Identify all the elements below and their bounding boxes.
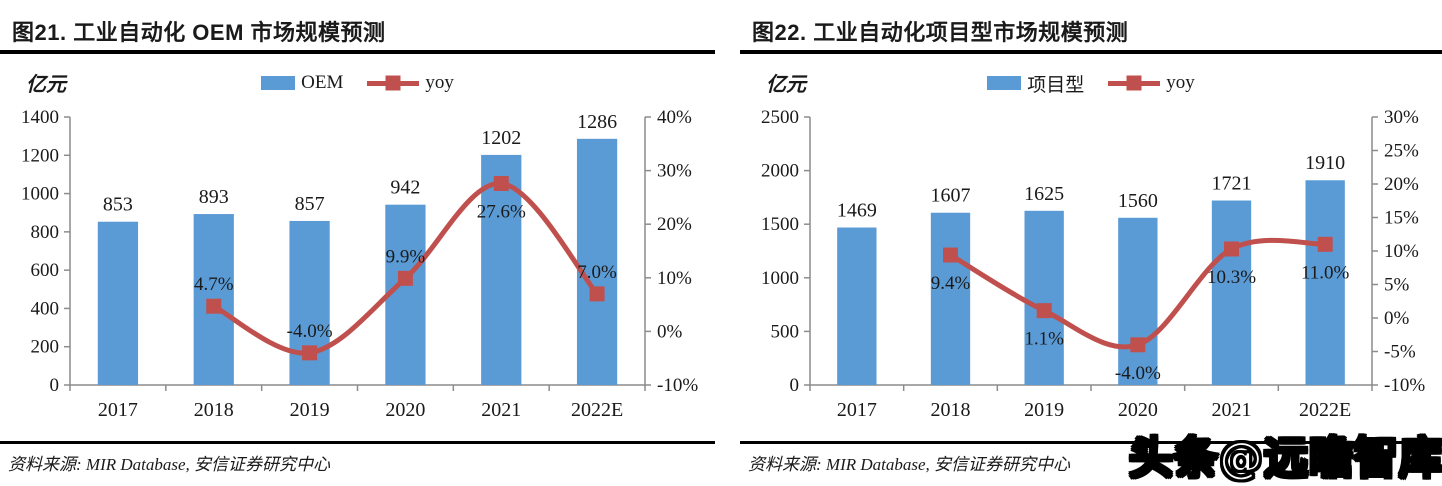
legend: 项目型 yoy	[740, 72, 1442, 96]
svg-text:1910: 1910	[1305, 152, 1345, 174]
svg-text:-4.0%: -4.0%	[1115, 363, 1161, 384]
svg-text:2022E: 2022E	[571, 399, 623, 421]
svg-text:2017: 2017	[837, 399, 877, 421]
svg-text:2020: 2020	[1118, 399, 1158, 421]
svg-text:500: 500	[771, 321, 800, 342]
y-axis-unit-label: 亿元	[26, 74, 66, 96]
svg-text:9.4%: 9.4%	[931, 273, 971, 294]
legend: OEM yoy	[0, 72, 715, 94]
svg-text:10.3%: 10.3%	[1207, 267, 1256, 288]
chart-title: 图21. 工业自动化 OEM 市场规模预测	[12, 20, 386, 45]
svg-text:20%: 20%	[657, 214, 692, 235]
svg-text:15%: 15%	[1384, 208, 1419, 229]
svg-text:1286: 1286	[577, 111, 617, 133]
svg-text:0%: 0%	[657, 321, 683, 342]
legend-line-swatch	[1108, 75, 1161, 91]
svg-text:25%: 25%	[1384, 141, 1419, 162]
svg-text:11.0%: 11.0%	[1301, 262, 1350, 283]
footer-divider	[740, 441, 1442, 444]
svg-text:1.1%: 1.1%	[1024, 329, 1064, 350]
svg-text:942: 942	[390, 177, 420, 199]
svg-text:200: 200	[31, 337, 60, 358]
svg-text:2019: 2019	[1024, 399, 1064, 421]
svg-text:-10%: -10%	[657, 375, 698, 396]
svg-text:800: 800	[31, 222, 60, 243]
svg-text:1200: 1200	[21, 145, 59, 166]
svg-text:1721: 1721	[1212, 173, 1252, 195]
svg-text:2018: 2018	[194, 399, 234, 421]
legend-bar-label: 项目型	[1027, 74, 1085, 96]
y-axis-unit-label: 亿元	[766, 74, 806, 96]
chart-panel-oem: 图21. 工业自动化 OEM 市场规模预测 亿元 OEM yoy 0 200 400…	[0, 0, 715, 486]
svg-text:1500: 1500	[761, 214, 799, 235]
svg-text:1400: 1400	[21, 107, 59, 128]
source-note: 资料来源: MIR Database, 安信证券研究中心	[748, 455, 1071, 474]
svg-text:1607: 1607	[931, 185, 971, 207]
svg-text:27.6%: 27.6%	[477, 201, 526, 222]
svg-text:30%: 30%	[657, 161, 692, 182]
svg-text:2021: 2021	[1212, 399, 1252, 421]
svg-text:893: 893	[199, 186, 229, 208]
svg-text:1625: 1625	[1024, 183, 1064, 205]
svg-text:1000: 1000	[21, 184, 59, 205]
title-underline	[0, 50, 715, 54]
svg-text:2022E: 2022E	[1299, 399, 1351, 421]
source-note: 资料来源: MIR Database, 安信证券研究中心	[8, 455, 331, 474]
svg-text:857: 857	[295, 193, 325, 215]
svg-text:0%: 0%	[1384, 308, 1410, 329]
legend-line-label: yoy	[1166, 72, 1195, 93]
legend-line-label: yoy	[425, 72, 454, 93]
svg-text:1560: 1560	[1118, 190, 1158, 212]
svg-text:40%: 40%	[657, 107, 692, 128]
svg-text:0: 0	[790, 375, 800, 396]
svg-text:4.7%: 4.7%	[194, 274, 234, 295]
svg-text:2018: 2018	[931, 399, 971, 421]
svg-text:2019: 2019	[290, 399, 330, 421]
svg-text:30%: 30%	[1384, 107, 1419, 128]
svg-text:2500: 2500	[761, 107, 799, 128]
legend-line-swatch	[367, 75, 420, 91]
svg-text:10%: 10%	[657, 268, 692, 289]
svg-text:853: 853	[103, 194, 133, 216]
svg-text:-4.0%: -4.0%	[287, 321, 333, 342]
svg-text:9.9%: 9.9%	[386, 246, 426, 267]
legend-line-marker	[385, 75, 401, 91]
svg-text:-10%: -10%	[1384, 375, 1425, 396]
svg-text:1202: 1202	[481, 127, 521, 149]
chart-plot-project: 0 500 1000 1500 2000 2500 -10% -5% 0% 5% 10% 15% 20%…	[761, 107, 1425, 421]
svg-text:10%: 10%	[1384, 241, 1419, 262]
svg-text:2000: 2000	[761, 161, 799, 182]
svg-text:600: 600	[31, 260, 60, 281]
footer-divider	[0, 441, 715, 444]
svg-text:400: 400	[31, 298, 60, 319]
title-underline	[740, 50, 1442, 54]
svg-text:1469: 1469	[837, 200, 877, 222]
svg-text:0: 0	[50, 375, 60, 396]
legend-bar-swatch	[987, 76, 1022, 90]
legend-bar-label: OEM	[301, 72, 344, 93]
svg-text:2020: 2020	[385, 399, 425, 421]
chart-plot-oem: 0 200 400 600 800 1000 1200 1400 -10% 0% 10% 20% 30%…	[21, 107, 698, 421]
svg-text:20%: 20%	[1384, 174, 1419, 195]
svg-text:7.0%: 7.0%	[577, 262, 617, 283]
chart-title: 图22. 工业自动化项目型市场规模预测	[752, 20, 1129, 45]
svg-text:2017: 2017	[98, 399, 138, 421]
svg-text:-5%: -5%	[1384, 342, 1416, 363]
svg-text:1000: 1000	[761, 268, 799, 289]
svg-text:5%: 5%	[1384, 275, 1410, 296]
svg-text:2021: 2021	[481, 399, 521, 421]
legend-line-marker	[1126, 75, 1142, 91]
legend-bar-swatch	[261, 76, 296, 90]
watermark-text: 头条@远瞻智库	[1128, 432, 1442, 485]
chart-panel-project: 图22. 工业自动化项目型市场规模预测 亿元 项目型 yoy 0 500 1000 1…	[740, 0, 1442, 486]
